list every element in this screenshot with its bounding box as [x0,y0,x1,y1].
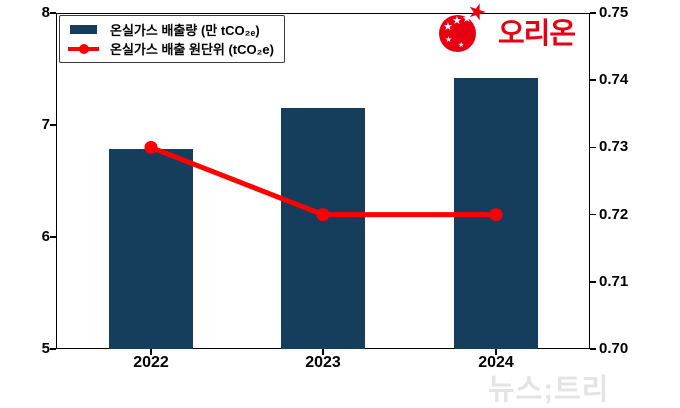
y-right-tick-mark [590,281,596,283]
bar-2024 [454,77,538,349]
bar-2022 [109,148,193,349]
x-tick-mark [150,349,152,355]
bar-2023 [281,108,365,349]
legend-marker-dot-icon [79,43,89,54]
white-star-icon: ★ [458,42,465,49]
legend-item-intensity: 온실가스 배출 원단위 (tCO₂e) [68,39,274,58]
legend-item-emissions: 온실가스 배출량 (만 tCO₂ₑ) [68,20,274,39]
y-right-tick-label: 0.73 [599,138,629,156]
x-tick-label-2024: 2024 [478,354,514,371]
y-right-tick-mark [590,12,596,14]
white-star-icon: ★ [445,35,453,44]
y-right-tick-mark [590,79,596,81]
x-tick-label-2023: 2023 [305,354,341,371]
y-left-tick-label: 7 [41,116,50,133]
legend-bar-swatch-icon [70,25,97,34]
white-star-icon: ★ [462,13,472,25]
red-star-icon: ★ [463,0,491,27]
y-left-tick-label: 6 [41,228,50,245]
y-right-tick-label: 0.70 [599,340,629,357]
y-left-tick-mark [50,124,56,126]
newstree-watermark: 뉴스;트리 [488,374,610,406]
legend-label-emissions: 온실가스 배출량 (만 tCO₂ₑ) [110,23,260,38]
y-left-tick-mark [50,12,56,14]
y-right-tick-mark [590,146,596,149]
legend-line-swatch-icon [68,43,99,54]
orion-red-ball-icon [439,15,476,52]
x-tick-mark [495,349,497,355]
orion-logo-text: 오리온 [498,18,576,50]
white-star-icon: ★ [443,21,453,33]
y-left-tick-mark [50,348,56,350]
y-right-tick-label: 0.75 [599,4,629,21]
y-left-tick-mark [50,236,56,238]
y-right-tick-mark [590,213,596,216]
white-star-icon: ★ [452,15,462,27]
legend-label-intensity: 온실가스 배출 원단위 (tCO₂e) [110,42,274,57]
y-right-tick-mark [590,348,596,350]
y-left-tick-label: 5 [41,340,50,357]
legend: 온실가스 배출량 (만 tCO₂ₑ) 온실가스 배출 원단위 (tCO₂e) [59,15,285,63]
y-left-tick-label: 8 [41,4,50,21]
y-right-tick-label: 0.71 [599,272,629,290]
x-tick-label-2022: 2022 [133,354,169,371]
orion-logo: ★ ★ ★ ★ ★ ★ 오리온 [437,0,576,54]
x-tick-mark [322,349,324,355]
y-right-tick-label: 0.74 [599,71,629,89]
y-right-tick-label: 0.72 [599,205,629,223]
orion-ball-stars-icon: ★ ★ ★ ★ ★ ★ [437,0,492,54]
